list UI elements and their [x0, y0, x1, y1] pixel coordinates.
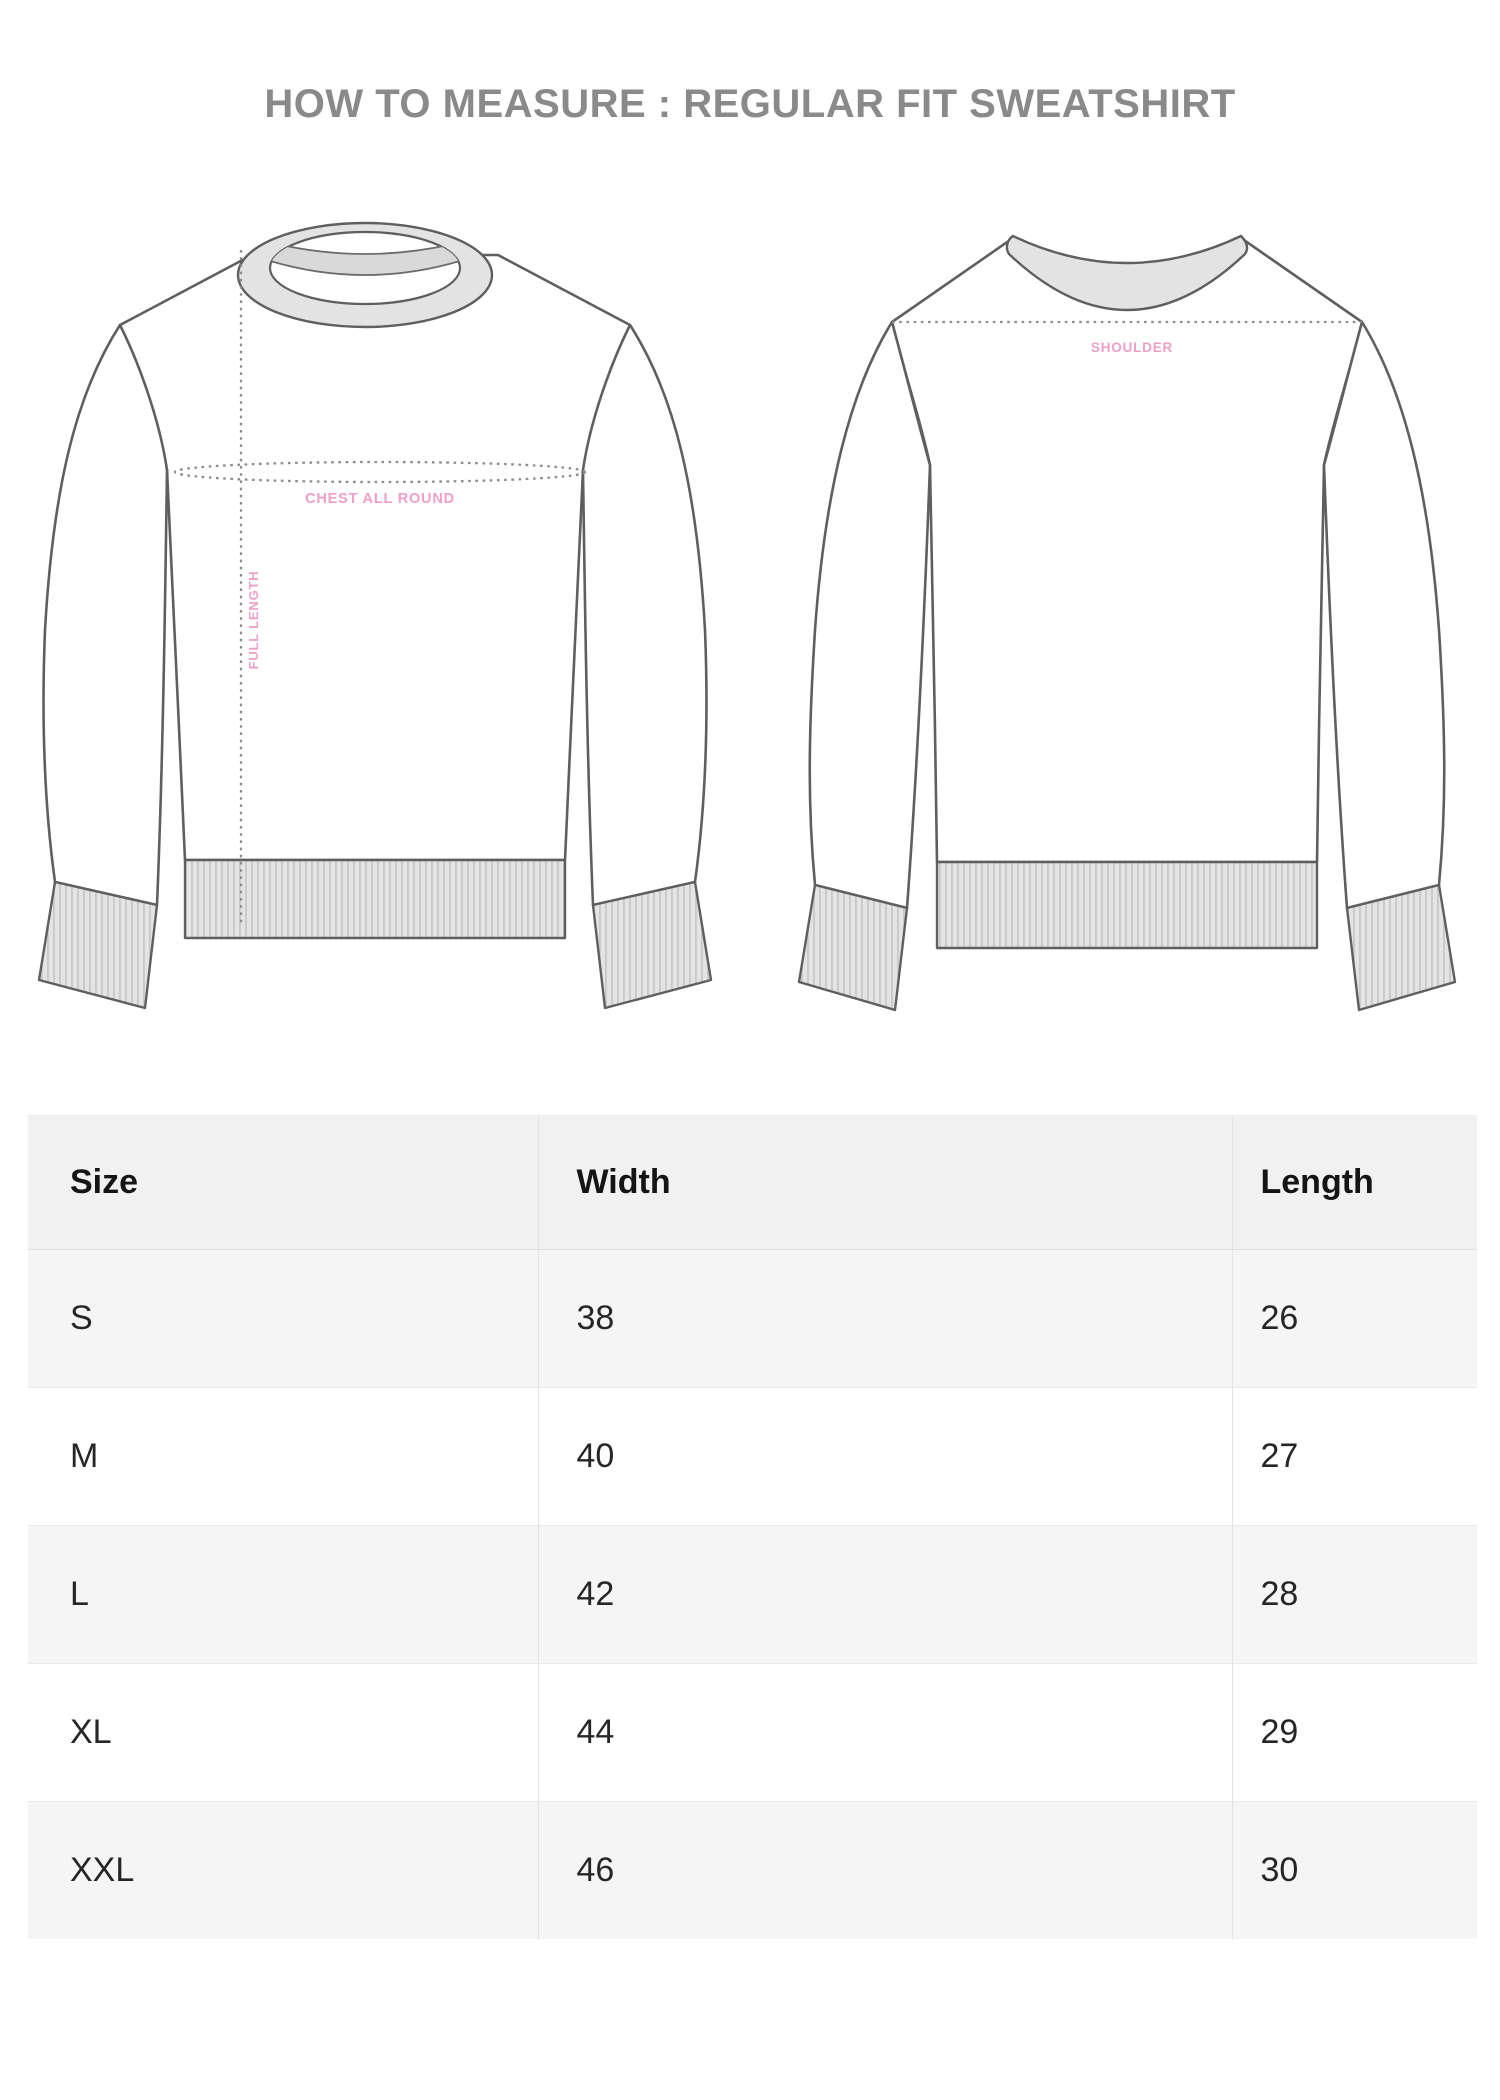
shoulder-label: SHOULDER — [1091, 340, 1173, 355]
front-right-sleeve — [581, 323, 708, 907]
cell-width: 46 — [538, 1801, 1233, 1939]
cell-width: 38 — [538, 1249, 1233, 1388]
cell-length: 26 — [1232, 1249, 1477, 1388]
cell-size: S — [28, 1249, 539, 1388]
cell-width: 40 — [538, 1387, 1233, 1526]
table-row-xxl: XXL 46 30 — [28, 1801, 1477, 1939]
back-left-cuff — [797, 883, 909, 1012]
back-body — [890, 236, 1364, 864]
cell-size: L — [28, 1525, 539, 1664]
chest-measure-line — [173, 460, 587, 484]
column-header-width: Width — [538, 1115, 1233, 1250]
chest-label: CHEST ALL ROUND — [305, 491, 455, 507]
column-header-length: Length — [1232, 1115, 1477, 1250]
cell-size: M — [28, 1387, 539, 1526]
back-right-sleeve — [1322, 320, 1446, 910]
cell-length: 27 — [1232, 1387, 1477, 1526]
front-left-sleeve — [42, 323, 169, 907]
back-right-cuff — [1345, 883, 1457, 1012]
back-view-sketch: SHOULDER — [797, 234, 1457, 1012]
back-hem-band — [935, 860, 1319, 950]
front-hem-band — [183, 858, 567, 940]
cell-size: XL — [28, 1663, 539, 1802]
full-length-label: FULL LENGTH — [246, 571, 261, 670]
front-back-neckband — [270, 242, 460, 276]
column-header-size: Size — [28, 1115, 539, 1250]
size-table: Size Width Length S 38 26 M 40 27 L 42 2… — [28, 1115, 1477, 1939]
front-left-cuff — [37, 880, 159, 1010]
front-right-cuff — [591, 880, 713, 1010]
cell-width: 42 — [538, 1525, 1233, 1664]
table-row-l: L 42 28 — [28, 1525, 1477, 1664]
cell-length: 28 — [1232, 1525, 1477, 1664]
back-collar — [1005, 234, 1249, 312]
front-view-sketch: CHEST ALL ROUND FULL LENGTH — [37, 221, 713, 1010]
cell-length: 29 — [1232, 1663, 1477, 1802]
cell-width: 44 — [538, 1663, 1233, 1802]
cell-size: XXL — [28, 1801, 539, 1939]
table-row-s: S 38 26 — [28, 1249, 1477, 1388]
front-body — [118, 253, 632, 862]
back-left-sleeve — [808, 320, 932, 910]
page-title: HOW TO MEASURE : REGULAR FIT SWEATSHIRT — [264, 82, 1236, 126]
cell-length: 30 — [1232, 1801, 1477, 1939]
size-table-header-row: Size Width Length — [28, 1115, 1477, 1250]
table-row-xl: XL 44 29 — [28, 1663, 1477, 1802]
table-row-m: M 40 27 — [28, 1387, 1477, 1526]
